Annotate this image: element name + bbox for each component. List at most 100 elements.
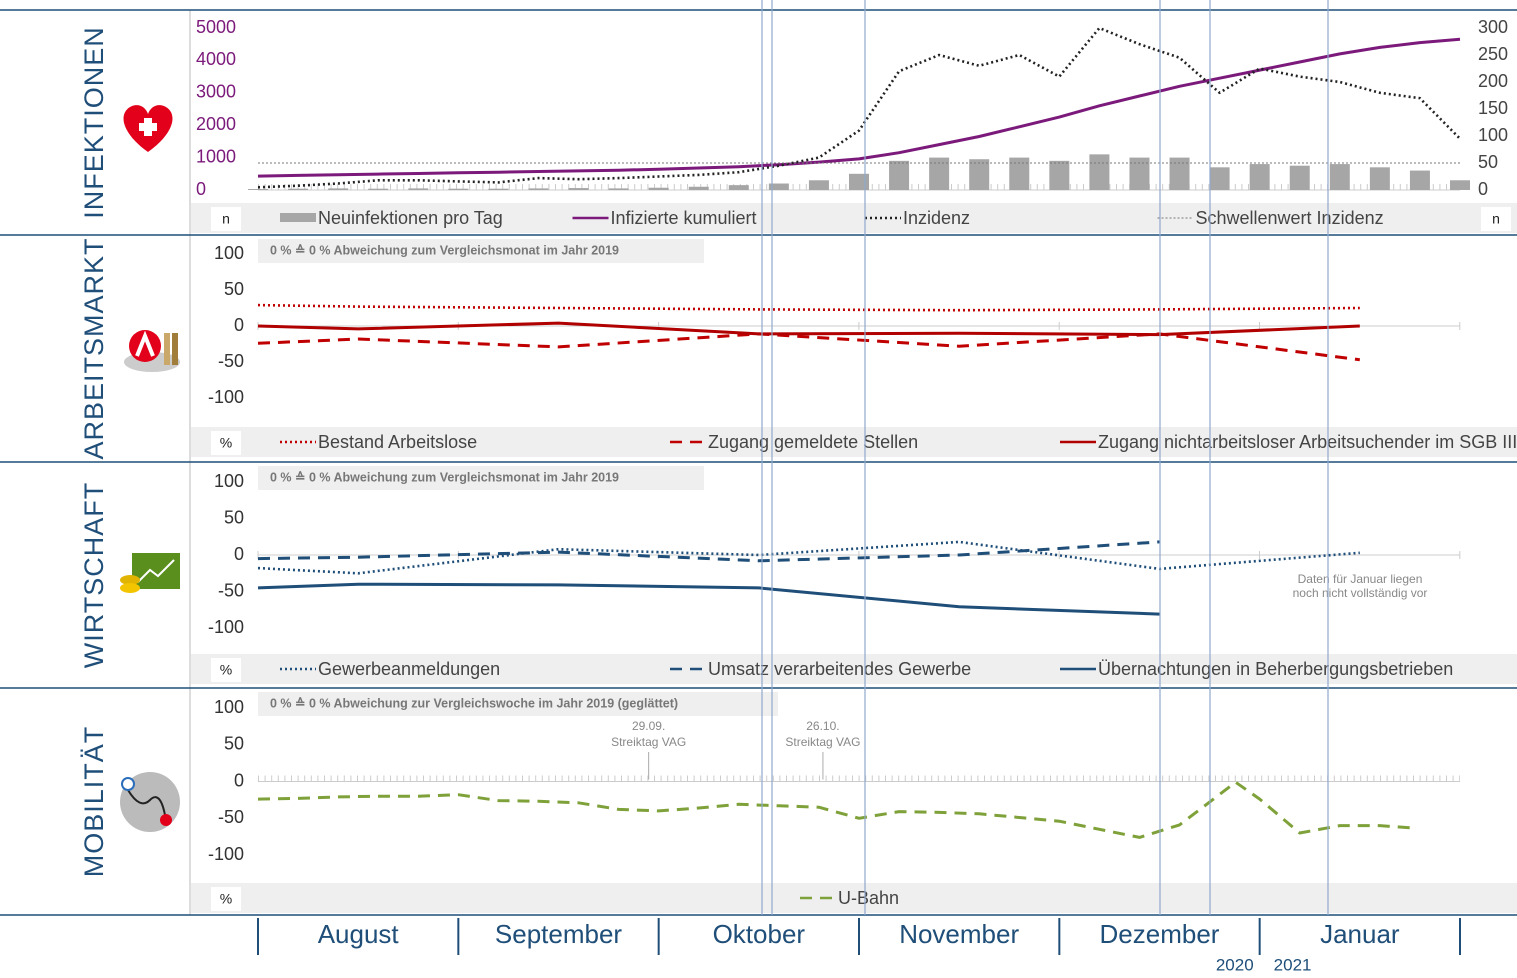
legend-label: Gewerbeanmeldungen [318, 659, 500, 679]
unit-label: % [220, 662, 232, 678]
bar [729, 185, 749, 190]
month-label: November [899, 919, 1019, 949]
note: 0 % ≙ 0 % Abweichung zum Vergleichsmonat… [270, 243, 619, 257]
icons [120, 105, 180, 832]
legend-label: U-Bahn [838, 888, 899, 908]
note: 0 % ≙ 0 % Abweichung zur Vergleichswoche… [270, 696, 678, 710]
bar [1410, 171, 1430, 190]
unit-label: n [1492, 211, 1500, 227]
bar [528, 188, 548, 190]
bar [609, 188, 629, 190]
bar [929, 158, 949, 190]
series-line [258, 305, 1360, 310]
month-label: Januar [1320, 919, 1400, 949]
coin [120, 583, 140, 593]
y-tick-label: 3000 [196, 82, 236, 102]
y-tick-label: 100 [214, 697, 244, 717]
bar [1370, 167, 1390, 190]
footnote: Daten für Januar liegen noch nicht volls… [1285, 572, 1435, 600]
year-label: 2021 [1274, 955, 1312, 974]
bar [368, 189, 388, 190]
y-tick-label: 100 [214, 471, 244, 491]
y-tick-label: 50 [224, 507, 244, 527]
y-tick-label: 1000 [196, 146, 236, 166]
y2-tick-label: 50 [1478, 152, 1498, 172]
pin [160, 814, 172, 826]
legend-label: Schwellenwert Inzidenz [1196, 208, 1384, 228]
bar [1170, 158, 1190, 190]
bar [288, 189, 308, 190]
bar [1049, 161, 1069, 190]
bar [1330, 164, 1350, 190]
economy-icon [132, 553, 180, 589]
series-line [258, 542, 1360, 573]
y2-tick-label: 150 [1478, 98, 1508, 118]
bar [1250, 164, 1270, 190]
bar [248, 189, 268, 190]
y2-tick-label: 0 [1478, 179, 1488, 199]
agency-icon [172, 333, 178, 365]
y-tick-label: -50 [218, 351, 244, 371]
y2-tick-label: 200 [1478, 71, 1508, 91]
y-tick-label: -100 [208, 844, 244, 864]
bar [889, 161, 909, 190]
y-tick-label: 50 [224, 734, 244, 754]
legend-label: Zugang gemeldete Stellen [708, 432, 918, 452]
unit-label: % [220, 435, 232, 451]
y-tick-label: 0 [234, 315, 244, 335]
cross [139, 123, 157, 131]
section-title: ARBEITSMARKT [79, 237, 109, 459]
bar [1450, 180, 1470, 190]
bar [1009, 158, 1029, 190]
bar [809, 180, 829, 190]
y-tick-label: -100 [208, 387, 244, 407]
series-line [258, 542, 1160, 561]
footnote-box: Daten für Januar liegen noch nicht volls… [1285, 572, 1435, 622]
y2-tick-label: 300 [1478, 17, 1508, 37]
y-tick-label: 4000 [196, 49, 236, 69]
legend-label: Zugang nichtarbeitsloser Arbeitsuchender… [1098, 432, 1517, 452]
bar [649, 188, 669, 190]
bar [1210, 167, 1230, 190]
legend-label: Infizierte kumuliert [611, 208, 757, 228]
bar [569, 188, 589, 190]
section-title: MOBILITÄT [79, 726, 109, 878]
series-line [258, 782, 1410, 837]
series-line [258, 584, 1160, 614]
y2-tick-label: 250 [1478, 44, 1508, 64]
y-tick-label: -100 [208, 617, 244, 637]
note: 0 % ≙ 0 % Abweichung zum Vergleichsmonat… [270, 470, 619, 484]
annotation-date: 29.09. [632, 719, 665, 733]
month-label: September [495, 919, 623, 949]
event-lines [762, 0, 1328, 915]
bar [849, 174, 869, 190]
bar [448, 189, 468, 190]
y2-tick-label: 100 [1478, 125, 1508, 145]
y-tick-label: 0 [234, 544, 244, 564]
month-label: August [318, 919, 400, 949]
legend-swatch [280, 213, 316, 222]
unit-label: n [222, 211, 230, 227]
page: INFEKTIONENnn010002000300040005000050100… [0, 0, 1517, 978]
series-line [258, 39, 1460, 176]
bar [969, 159, 989, 190]
y-tick-label: 50 [224, 279, 244, 299]
year-label: 2020 [1216, 955, 1254, 974]
dashboard: INFEKTIONENnn010002000300040005000050100… [0, 0, 1517, 978]
y-tick-label: 2000 [196, 114, 236, 134]
bar [408, 188, 428, 190]
legend-label: Übernachtungen in Beherbergungsbetrieben [1098, 659, 1453, 679]
bar [1089, 154, 1109, 190]
bar [328, 188, 348, 190]
annotation-date: 26.10. [806, 719, 839, 733]
bar [1129, 158, 1149, 190]
legend-label: Umsatz verarbeitendes Gewerbe [708, 659, 971, 679]
y-tick-label: 0 [196, 179, 206, 199]
annotation-text: Streiktag VAG [785, 735, 860, 749]
month-label: Oktober [713, 919, 806, 949]
legend-label: Neuinfektionen pro Tag [318, 208, 503, 228]
y-tick-label: 0 [234, 770, 244, 790]
pin [122, 778, 134, 790]
section-title: WIRTSCHAFT [79, 482, 109, 669]
